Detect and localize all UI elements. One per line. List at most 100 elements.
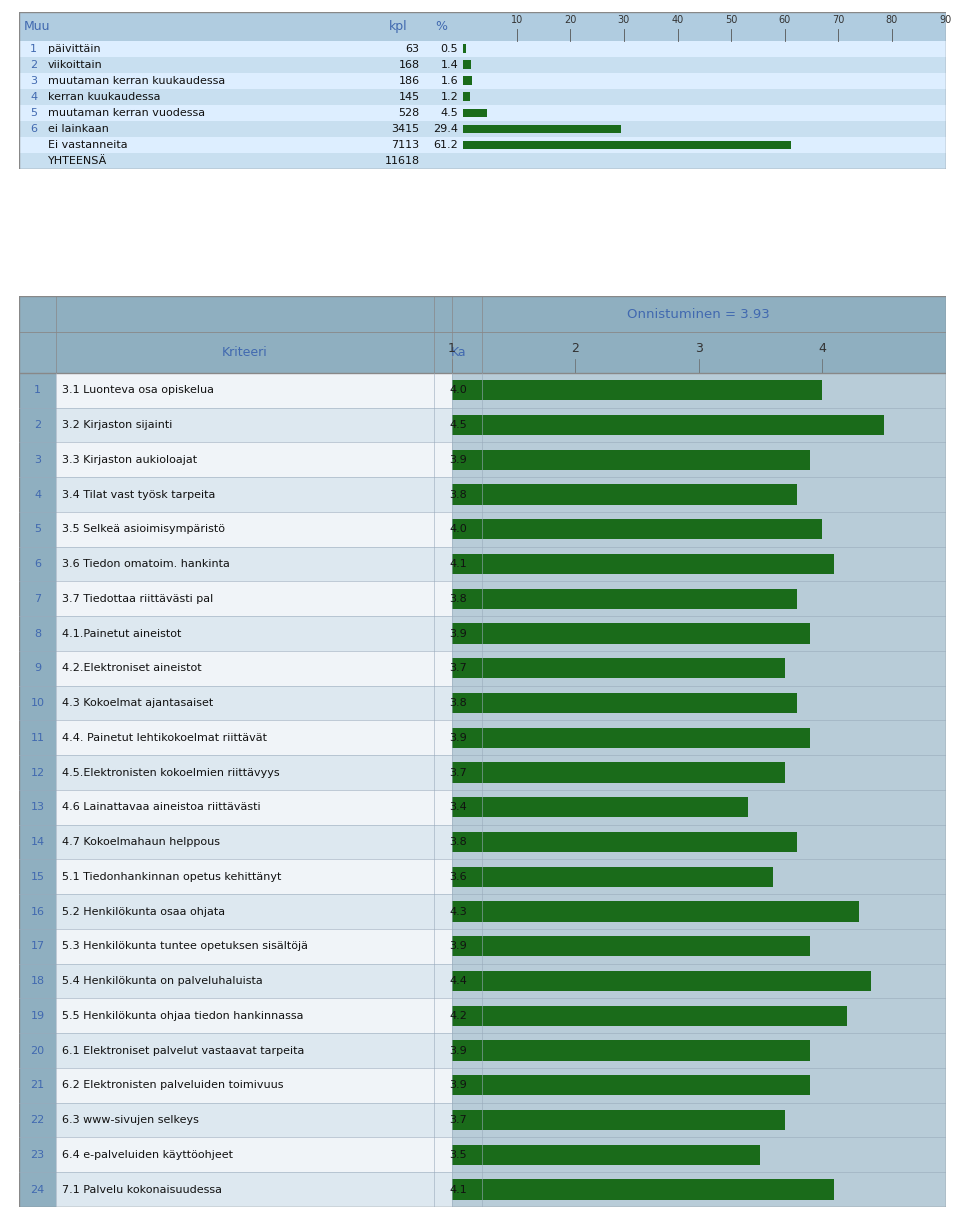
Text: 4: 4	[34, 490, 41, 500]
Bar	[56, 408, 434, 443]
Bar	[434, 929, 482, 963]
Text: 4.4. Painetut lehtikokoelmat riittävät: 4.4. Painetut lehtikokoelmat riittävät	[61, 733, 267, 742]
Bar	[451, 332, 946, 372]
Text: 63: 63	[406, 44, 420, 53]
Text: kpl: kpl	[389, 19, 407, 33]
Bar	[56, 1067, 434, 1103]
Bar	[451, 1033, 946, 1067]
Bar	[451, 1075, 809, 1095]
Bar	[463, 61, 470, 69]
Bar	[19, 1172, 56, 1207]
Bar	[434, 998, 482, 1033]
Text: 3.9: 3.9	[449, 941, 468, 951]
Bar	[451, 408, 946, 443]
Bar	[434, 790, 482, 825]
Text: 2: 2	[571, 342, 579, 355]
Text: muutaman kerran kuukaudessa: muutaman kerran kuukaudessa	[48, 76, 226, 86]
Text: 6.1 Elektroniset palvelut vastaavat tarpeita: 6.1 Elektroniset palvelut vastaavat tarp…	[61, 1046, 304, 1055]
Text: 1: 1	[34, 386, 41, 395]
Text: 4.2.Elektroniset aineistot: 4.2.Elektroniset aineistot	[61, 664, 202, 673]
Bar	[451, 415, 884, 435]
Text: 4.1: 4.1	[449, 559, 468, 569]
Bar	[19, 41, 946, 57]
Text: 3.7 Tiedottaa riittävästi pal: 3.7 Tiedottaa riittävästi pal	[61, 594, 213, 604]
Text: %: %	[436, 19, 447, 33]
Bar	[19, 894, 56, 929]
Text: Onnistuminen = 3.93: Onnistuminen = 3.93	[627, 308, 770, 320]
Bar	[463, 92, 469, 102]
Bar	[56, 998, 434, 1033]
Bar	[451, 832, 798, 853]
Bar	[451, 484, 798, 505]
Bar	[56, 1103, 434, 1138]
Bar	[19, 929, 56, 963]
Bar	[434, 756, 482, 790]
Bar	[451, 728, 809, 748]
Bar	[451, 693, 798, 713]
Text: ei lainkaan: ei lainkaan	[48, 124, 109, 133]
Text: 3.8: 3.8	[449, 594, 468, 604]
Bar	[434, 332, 482, 372]
Bar	[19, 581, 56, 616]
Text: 3.8: 3.8	[449, 697, 468, 708]
Bar	[19, 963, 56, 998]
Text: 4.1.Painetut aineistot: 4.1.Painetut aineistot	[61, 628, 181, 638]
Bar	[19, 89, 946, 104]
Bar	[434, 477, 482, 512]
Bar	[434, 443, 482, 477]
Bar	[451, 1006, 847, 1026]
Text: 3.8: 3.8	[449, 837, 468, 847]
Text: 3.3 Kirjaston aukioloajat: 3.3 Kirjaston aukioloajat	[61, 455, 197, 465]
Bar	[56, 332, 434, 372]
Bar	[451, 1067, 946, 1103]
Text: 19: 19	[31, 1010, 44, 1021]
Text: 60: 60	[779, 15, 791, 25]
Text: 4: 4	[818, 342, 826, 355]
Bar	[434, 581, 482, 616]
Text: 3.4: 3.4	[449, 802, 468, 813]
Text: 12: 12	[31, 768, 44, 778]
Bar	[451, 685, 946, 721]
Text: 3.9: 3.9	[449, 733, 468, 742]
Bar	[451, 970, 872, 991]
Text: 24: 24	[31, 1185, 45, 1195]
Bar	[434, 296, 482, 332]
Bar	[56, 825, 434, 860]
Bar	[19, 1138, 56, 1172]
Text: 168: 168	[398, 59, 420, 70]
Text: 15: 15	[31, 872, 44, 882]
Bar	[451, 901, 859, 922]
Bar	[434, 651, 482, 685]
Bar	[19, 296, 56, 332]
Bar	[56, 547, 434, 581]
Text: 4.2: 4.2	[449, 1010, 468, 1021]
Bar	[19, 651, 56, 685]
Text: 4.5.Elektronisten kokoelmien riittävyys: 4.5.Elektronisten kokoelmien riittävyys	[61, 768, 279, 778]
Text: 61.2: 61.2	[434, 139, 458, 150]
Bar	[434, 1138, 482, 1172]
Bar	[451, 588, 798, 609]
Bar	[463, 141, 791, 149]
Text: 21: 21	[31, 1081, 44, 1090]
Text: 10: 10	[511, 15, 523, 25]
Bar	[19, 408, 56, 443]
Text: 3.1 Luonteva osa opiskelua: 3.1 Luonteva osa opiskelua	[61, 386, 214, 395]
Bar	[19, 685, 56, 721]
Text: 3: 3	[695, 342, 703, 355]
Bar	[56, 860, 434, 894]
Text: 14: 14	[31, 837, 44, 847]
Text: 3.9: 3.9	[449, 1046, 468, 1055]
Bar	[19, 12, 946, 41]
Text: 3.6: 3.6	[449, 872, 468, 882]
Text: 22: 22	[31, 1115, 45, 1126]
Text: 3.9: 3.9	[449, 455, 468, 465]
Bar	[451, 512, 946, 547]
Text: 13: 13	[31, 802, 44, 813]
Text: 7113: 7113	[392, 139, 420, 150]
Text: 5.2 Henkilökunta osaa ohjata: 5.2 Henkilökunta osaa ohjata	[61, 906, 225, 917]
Text: 8: 8	[34, 628, 41, 638]
Text: 3.7: 3.7	[449, 768, 468, 778]
Text: 7.1 Palvelu kokonaisuudessa: 7.1 Palvelu kokonaisuudessa	[61, 1185, 222, 1195]
Text: 23: 23	[31, 1150, 44, 1160]
Text: 6.3 www-sivujen selkeys: 6.3 www-sivujen selkeys	[61, 1115, 199, 1126]
